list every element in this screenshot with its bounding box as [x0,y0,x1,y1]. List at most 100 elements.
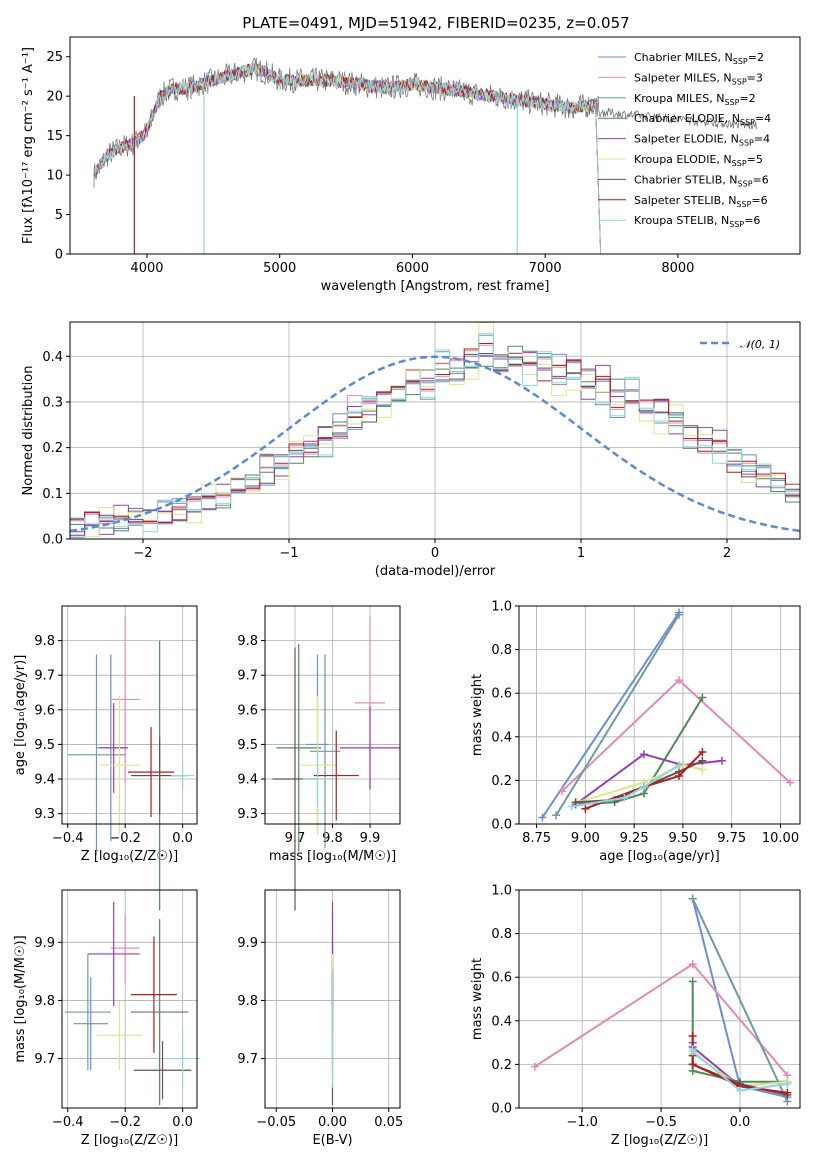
legend-value: =2 [739,92,755,105]
data-marker [698,765,707,774]
p1-frame [69,36,801,255]
p3-errorbars [67,616,195,911]
y-tick-label: 1.0 [491,884,512,899]
y-axis-label: Normed distribution [21,366,36,496]
data-marker [571,798,580,807]
histogram-series [70,345,800,532]
x-tick-label: 9.00 [571,831,600,846]
x-tick-label: −0.4 [52,1115,84,1130]
y-axis-label: Flux [fλ10⁻¹⁷ erg cm⁻² s⁻¹ A⁻¹] [21,47,36,244]
data-marker [675,610,684,619]
legend-label: Kroupa STELIB, NSSP=6 [634,214,760,229]
x-tick-label: 1 [577,546,585,561]
data-marker [581,804,590,813]
y-tick-label: 9.8 [237,634,258,649]
x-axis-label: mass [log₁₀(M/M☉)] [269,849,396,864]
y-tick-label: 0.4 [42,350,63,365]
y-tick-label: 0.8 [491,927,512,942]
gaussian-curve [69,355,801,533]
legend-subscript: SSP [733,57,748,66]
x-tick-label: −0.5 [645,1115,677,1130]
p5-lines [538,608,795,822]
y-axis-label: mass weight [470,958,485,1040]
x-tick-label: 0.00 [318,1115,347,1130]
data-marker [688,894,697,903]
legend-value: =3 [747,71,763,84]
legend-label: Chabrier ELODIE, NSSP=4 [634,112,771,127]
p5-axes [515,605,800,828]
p6-axes [58,890,197,1112]
data-marker [717,756,726,765]
x-tick-label: −0.2 [109,1115,141,1130]
data-marker [675,772,684,781]
x-axis-label: age [log₁₀(age/yr)] [599,849,720,864]
y-tick-label: 9.3 [237,807,258,822]
x-tick-label: 0.0 [730,1115,751,1130]
histogram-series [70,332,800,533]
y-tick-label: 10 [46,169,63,184]
data-marker [698,693,707,702]
spectrum-lines [93,57,758,254]
x-tick-label: 9.25 [620,831,649,846]
legend-subscript: SSP [729,220,744,229]
histogram-series [70,353,800,538]
y-tick-label: 9.6 [34,703,55,718]
data-marker [783,1088,792,1097]
y-tick-label: 9.3 [34,807,55,822]
p5-frame [518,605,801,825]
mass-weight-series [584,751,704,810]
legend-value: =4 [754,133,770,146]
figure-title: PLATE=0491, MJD=51942, FIBERID=0235, z=0… [242,14,629,32]
y-tick-label: 0.0 [42,533,63,548]
legend-p1: Chabrier MILES, NSSP=2 Salpeter MILES, NS… [598,51,771,229]
legend-subscript: SSP [740,118,755,127]
legend-subscript: SSP [724,98,739,107]
x-tick-label: 2 [723,546,731,561]
legend-label: Chabrier STELIB, NSSP=6 [634,173,769,188]
data-marker [557,787,566,796]
legend-value: =5 [747,153,763,166]
y-tick-label: 0.3 [42,395,63,410]
x-tick-label: −2 [133,546,152,561]
y-tick-label: 0.4 [491,1014,512,1029]
x-axis-label: Z [log₁₀(Z/Z☉)] [81,1133,178,1148]
legend-label: Salpeter MILES, NSSP=3 [634,71,763,86]
y-tick-label: 25 [46,50,63,65]
y-axis-label: age [log₁₀(age/yr)] [13,655,28,776]
x-tick-label: 8000 [661,261,694,276]
legend-gaussian-label: 𝒩(0, 1) [740,338,780,351]
y-tick-label: 9.8 [34,634,55,649]
data-marker [736,1086,745,1095]
x-tick-label: 9.8 [322,831,343,846]
y-tick-label: 0.6 [491,687,512,702]
x-tick-label: 9.9 [360,831,381,846]
x-axis-label: Z [log₁₀(Z/Z☉)] [81,849,178,864]
p3-frame [61,605,198,825]
data-marker [675,676,684,685]
y-tick-label: 9.9 [237,936,258,951]
data-marker [688,977,697,986]
x-tick-label: −0.4 [52,831,84,846]
data-marker [530,1062,539,1071]
y-tick-label: 0.0 [491,818,512,833]
x-tick-label: 9.50 [668,831,697,846]
p4-frame [264,605,401,825]
x-tick-label: 7000 [529,261,562,276]
legend-value: =2 [748,51,764,64]
x-axis-label: (data-model)/error [375,564,496,579]
p8-lines [530,894,792,1106]
data-marker [567,802,576,811]
data-marker [688,960,697,969]
p8-axes [515,889,800,1112]
legend-value: =4 [755,112,771,125]
y-tick-label: 0 [55,248,63,263]
y-tick-label: 9.7 [34,669,55,684]
p3-axes [58,606,197,828]
legend-subscript: SSP [738,179,753,188]
x-tick-label: 0.0 [172,831,193,846]
mass-weight-series [691,898,789,1102]
y-tick-label: 9.7 [34,1052,55,1067]
p6-frame [61,889,198,1109]
data-marker [783,1080,792,1089]
data-marker [698,756,707,765]
